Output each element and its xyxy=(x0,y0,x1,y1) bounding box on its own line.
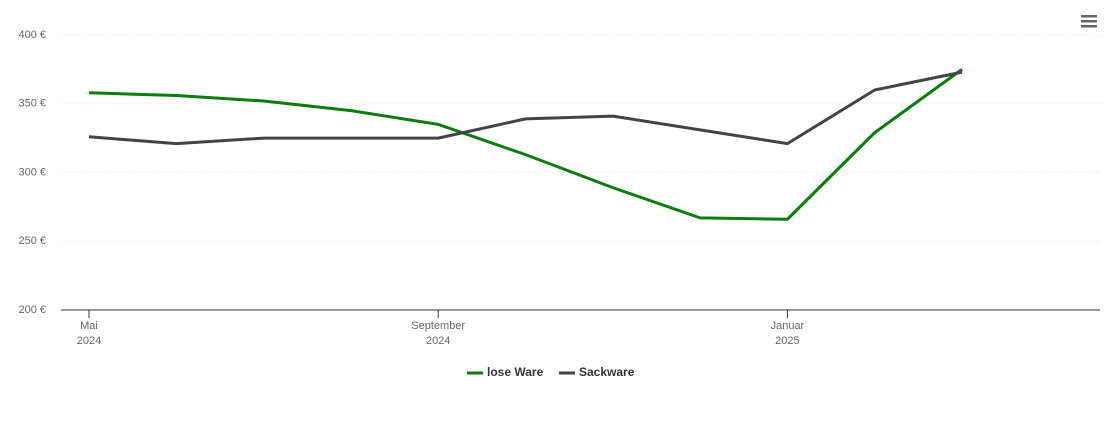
legend-label[interactable]: lose Ware xyxy=(487,365,544,379)
x-tick-label: 2024 xyxy=(77,335,101,347)
x-tick-label: Januar xyxy=(771,320,805,332)
y-tick-label: 200 € xyxy=(18,304,46,316)
menu-bar xyxy=(1081,15,1097,18)
x-tick-label: 2024 xyxy=(426,335,450,347)
x-tick-label: Mai xyxy=(80,320,98,332)
legend-label[interactable]: Sackware xyxy=(579,365,635,379)
menu-button[interactable] xyxy=(1078,12,1100,32)
x-tick-label: September xyxy=(411,320,465,332)
y-tick-label: 250 € xyxy=(18,235,46,247)
y-tick-label: 350 € xyxy=(18,98,46,110)
y-tick-label: 400 € xyxy=(18,29,46,41)
series-line xyxy=(88,68,963,221)
menu-bar xyxy=(1081,25,1097,28)
series-line xyxy=(88,70,963,146)
menu-bar xyxy=(1081,20,1097,23)
y-tick-label: 300 € xyxy=(18,166,46,178)
x-tick-label: 2025 xyxy=(775,335,799,347)
